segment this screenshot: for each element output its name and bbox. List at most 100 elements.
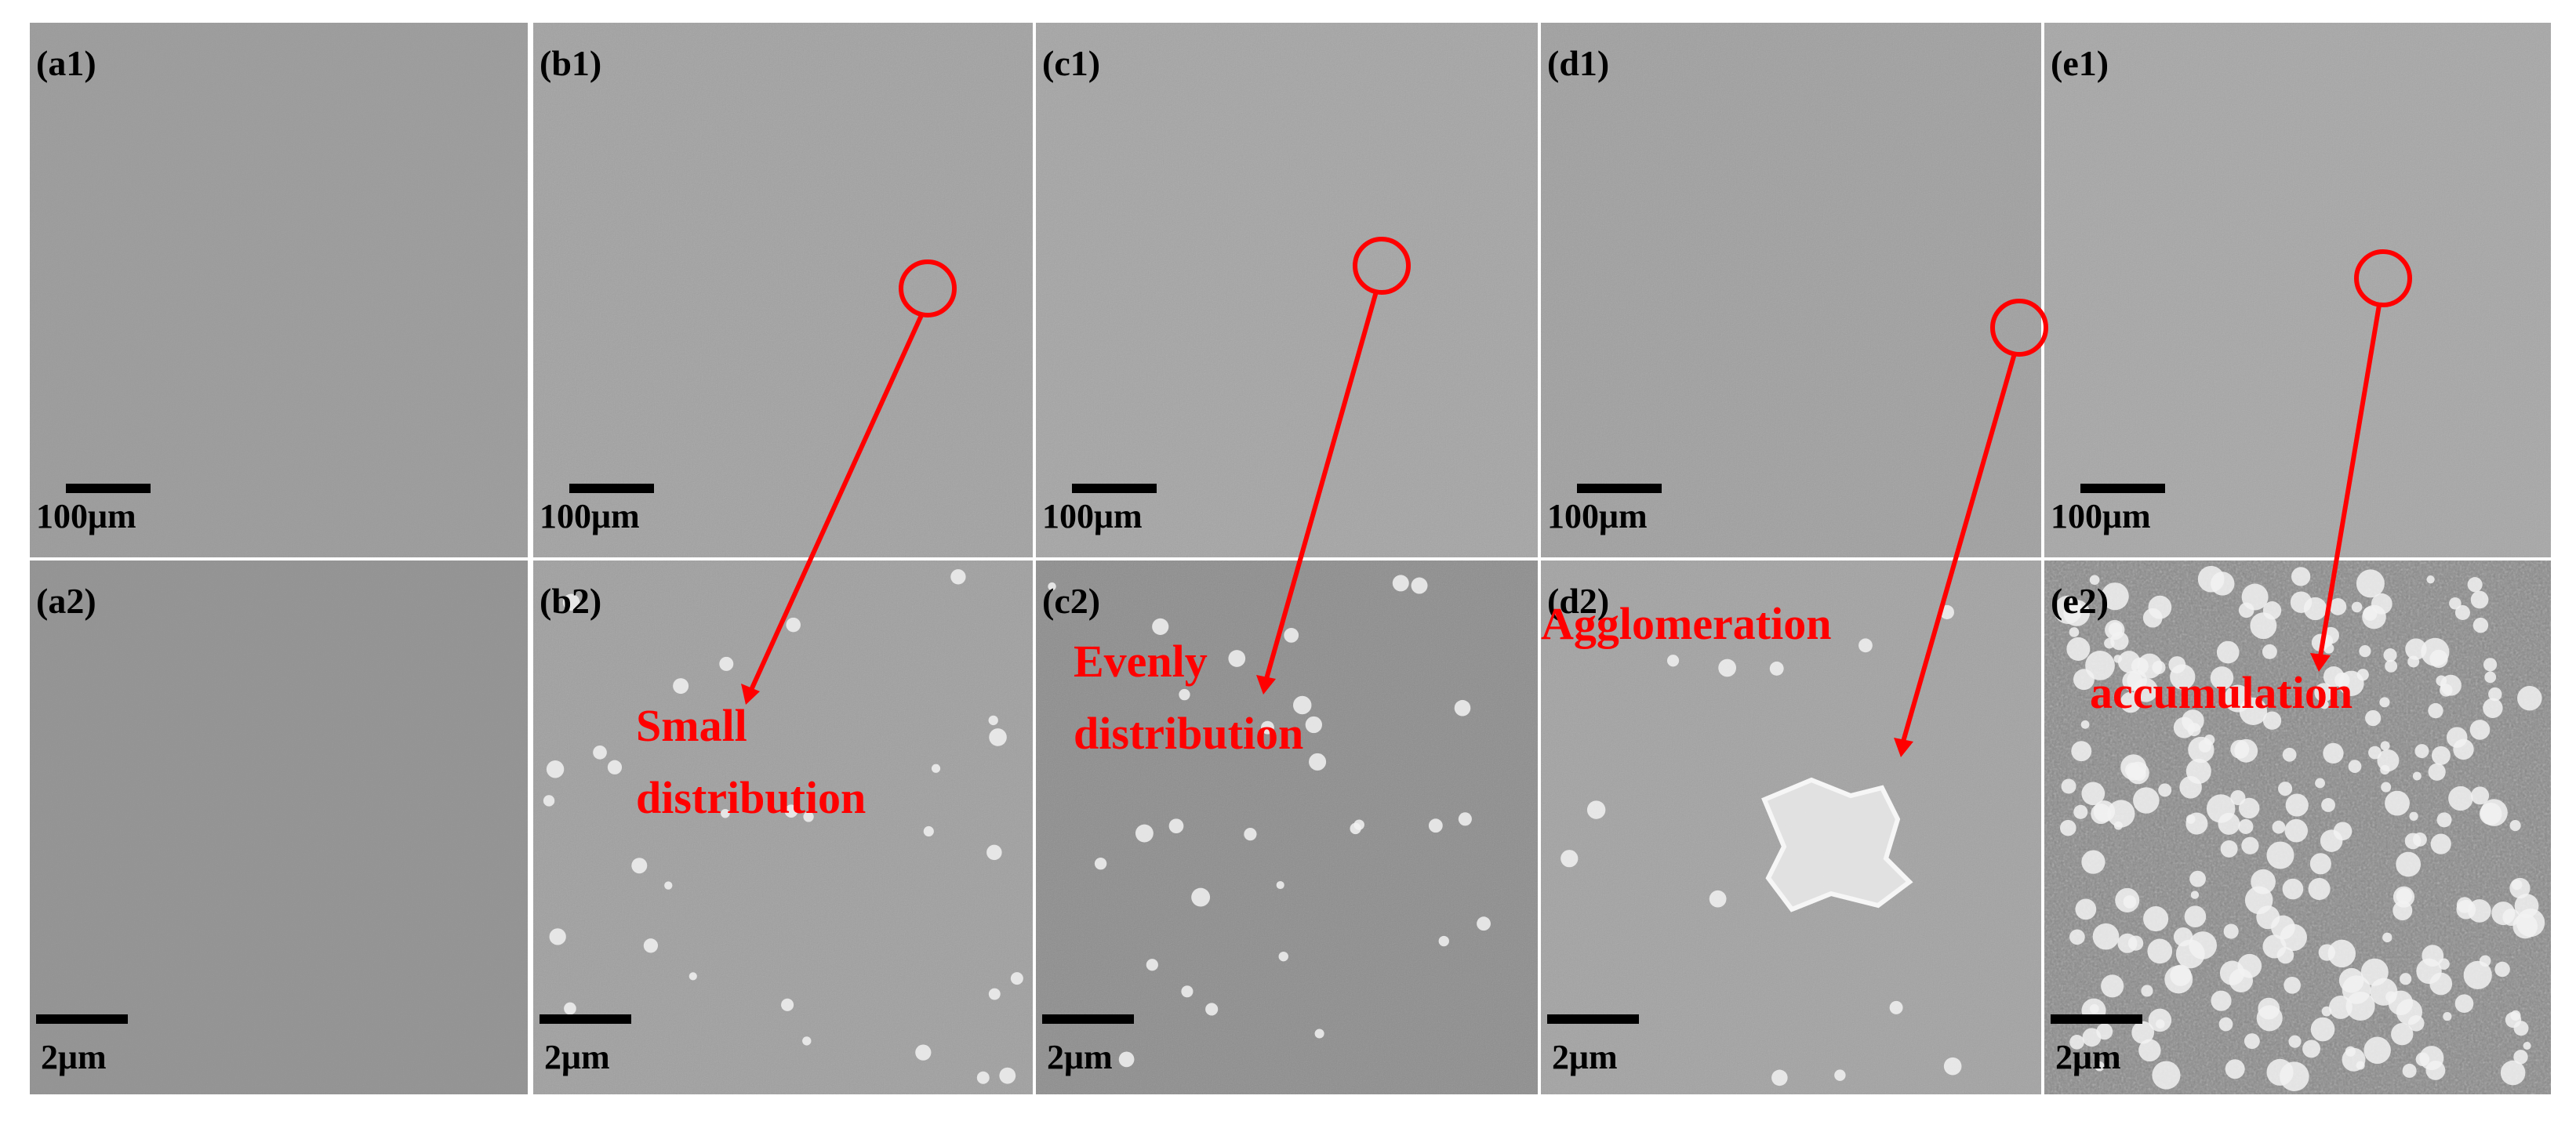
scale-bar — [1577, 484, 1662, 493]
particle — [2105, 619, 2125, 640]
arrow-head — [2310, 653, 2331, 672]
particle — [2179, 776, 2202, 799]
particle — [2278, 782, 2293, 796]
particle — [2356, 669, 2369, 681]
sem-panel: (b1) 100μm — [533, 23, 1033, 557]
particle — [2082, 1028, 2102, 1047]
scale-bar-label: 2μm — [1047, 1038, 1113, 1076]
particle — [2127, 935, 2144, 951]
particle — [784, 804, 798, 818]
arrow — [2318, 304, 2382, 657]
particle — [2517, 685, 2542, 711]
panels: (a1)100μm(b1)100μm(c1)100μm(d1)100μm(e1)… — [30, 23, 2551, 1094]
particle — [1276, 880, 1284, 890]
particle — [2436, 675, 2447, 687]
particle — [2381, 782, 2392, 793]
particle — [2211, 571, 2235, 596]
particle — [923, 825, 934, 837]
particle — [1309, 753, 1327, 771]
particle — [2467, 577, 2483, 593]
particle — [1709, 890, 1727, 908]
particle — [2131, 657, 2149, 675]
sem-panel: (a1) 100μm — [30, 23, 528, 557]
scale-bar — [2051, 1014, 2142, 1024]
particle — [2282, 878, 2304, 900]
particle — [2101, 974, 2124, 998]
particle — [1834, 1069, 1846, 1081]
particle — [950, 569, 966, 585]
particle — [2422, 945, 2444, 967]
particle — [2262, 644, 2277, 659]
particle — [2216, 640, 2240, 664]
particle — [2449, 597, 2462, 610]
particle — [2066, 637, 2091, 661]
particle — [2280, 1061, 2309, 1091]
particle — [2238, 818, 2254, 834]
particle — [1168, 818, 1184, 834]
particle — [2314, 683, 2334, 702]
particle — [2190, 891, 2200, 899]
particle — [2115, 887, 2140, 912]
panel-texture — [533, 560, 1033, 1094]
particle — [1179, 688, 1190, 701]
particle — [2426, 575, 2435, 584]
annotation: Evenly — [1074, 636, 1208, 687]
panel-texture — [1541, 23, 2041, 557]
annotation: accumulation — [2090, 667, 2353, 718]
particle — [2348, 760, 2362, 773]
particle — [2107, 800, 2135, 828]
scale-bar-label: 100μm — [2051, 497, 2151, 535]
particle — [2113, 821, 2123, 830]
particle — [1718, 658, 1737, 677]
particle — [1260, 720, 1274, 735]
particle — [564, 1002, 576, 1015]
particle — [2510, 1010, 2521, 1021]
particle — [1048, 582, 1056, 591]
particle — [2383, 648, 2397, 662]
particle — [915, 1044, 932, 1061]
particle — [2122, 670, 2143, 691]
panel-label: (b1) — [540, 43, 601, 83]
particle — [2262, 711, 2282, 730]
particle — [2323, 666, 2345, 687]
particle — [1392, 575, 1409, 592]
scale-bar — [36, 1014, 128, 1024]
particle — [802, 1036, 812, 1046]
particle — [2429, 972, 2453, 996]
particle — [2431, 746, 2451, 765]
particle — [1353, 819, 1364, 830]
particle — [2080, 720, 2090, 729]
particle — [2414, 744, 2429, 759]
particle — [2241, 836, 2259, 854]
sem-panel: (d2) 2μm — [1541, 560, 2041, 1094]
particle — [986, 844, 1002, 861]
particle — [2480, 799, 2508, 826]
particle — [2069, 627, 2080, 637]
circle-marker — [1990, 299, 2048, 357]
particle — [546, 760, 565, 778]
particle — [2218, 812, 2240, 835]
particle — [1943, 1057, 1962, 1076]
scale-bar — [66, 484, 151, 493]
particle — [2484, 671, 2497, 684]
particle — [2402, 1063, 2417, 1078]
particle — [2143, 906, 2169, 932]
panel-label: (a2) — [36, 581, 96, 621]
particle — [1411, 577, 1428, 594]
particle — [689, 972, 697, 981]
particle — [988, 988, 1001, 1000]
particle — [2454, 994, 2474, 1014]
particle — [2258, 997, 2280, 1020]
particle — [2328, 995, 2353, 1019]
particle — [631, 858, 648, 874]
particle — [607, 760, 623, 775]
panel-label: (d1) — [1547, 43, 1609, 83]
annotation: distribution — [1074, 708, 1303, 759]
particle — [2218, 1017, 2233, 1032]
particle — [2428, 763, 2446, 781]
particle — [2310, 1017, 2335, 1042]
particle — [2250, 612, 2277, 640]
particle — [664, 881, 673, 890]
particle — [2131, 1021, 2155, 1044]
scale-bar — [569, 484, 654, 493]
